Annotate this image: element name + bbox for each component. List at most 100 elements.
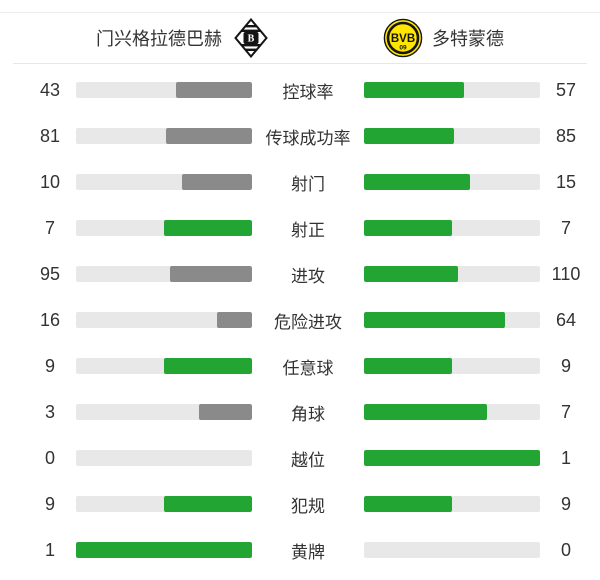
away-bar	[364, 358, 540, 374]
home-team-header: 门兴格拉德巴赫 B	[96, 18, 271, 58]
home-value: 1	[44, 539, 55, 560]
home-value: 16	[39, 309, 61, 330]
home-value: 9	[44, 355, 55, 376]
away-bar-fill	[364, 266, 459, 282]
away-bar-fill	[364, 82, 465, 98]
away-bar	[364, 404, 540, 420]
away-bar	[364, 312, 540, 328]
away-value: 85	[555, 125, 577, 146]
away-value: 64	[555, 309, 577, 330]
home-bar-fill	[199, 404, 252, 420]
away-bar-fill	[364, 174, 470, 190]
home-value: 7	[44, 217, 55, 238]
home-bar-fill	[181, 174, 252, 190]
away-value: 7	[560, 217, 571, 238]
home-bar	[76, 542, 252, 558]
away-bar	[364, 542, 540, 558]
home-bar	[76, 174, 252, 190]
home-bar-fill	[176, 82, 252, 98]
stat-row: 7 射正 7	[0, 205, 600, 251]
away-value: 9	[560, 493, 571, 514]
home-value: 95	[39, 263, 61, 284]
home-bar	[76, 266, 252, 282]
home-bar-fill	[166, 128, 252, 144]
stat-label: 进攻	[291, 266, 325, 286]
home-value: 43	[39, 79, 61, 100]
home-value: 3	[44, 401, 55, 422]
away-team-name: 多特蒙德	[432, 29, 504, 49]
home-value: 0	[44, 447, 55, 468]
home-bar	[76, 220, 252, 236]
home-team-name: 门兴格拉德巴赫	[96, 29, 222, 49]
home-bar-fill	[216, 312, 252, 328]
stat-row: 9 任意球 9	[0, 343, 600, 389]
bvb-logo-icon: BVB 09	[383, 18, 423, 58]
away-value: 57	[555, 79, 577, 100]
stat-row: 3 角球 7	[0, 389, 600, 435]
bvb-logo-text: BVB	[391, 33, 415, 45]
stat-row: 43 控球率 57	[0, 67, 600, 113]
stat-label: 任意球	[282, 358, 334, 378]
away-bar	[364, 266, 540, 282]
away-value: 15	[555, 171, 577, 192]
gladbach-badge-icon: B	[234, 18, 268, 58]
away-team-header: BVB 09 多特蒙德	[383, 18, 504, 58]
stat-row: 1 黄牌 0	[0, 527, 600, 573]
home-bar-fill	[76, 542, 252, 558]
home-bar	[76, 496, 252, 512]
stat-label: 射正	[291, 220, 325, 240]
stat-label: 射门	[291, 174, 325, 194]
stat-row: 95 进攻 110	[0, 251, 600, 297]
stat-row: 10 射门 15	[0, 159, 600, 205]
home-bar	[76, 82, 252, 98]
home-bar	[76, 312, 252, 328]
away-bar-fill	[364, 358, 452, 374]
stat-label: 越位	[291, 450, 325, 470]
home-value: 81	[39, 125, 61, 146]
home-bar	[76, 404, 252, 420]
home-bar	[76, 128, 252, 144]
gladbach-badge-letter: B	[248, 34, 255, 45]
home-bar-fill	[164, 496, 252, 512]
away-bar	[364, 220, 540, 236]
away-value: 9	[560, 355, 571, 376]
stat-label: 传球成功率	[265, 128, 351, 148]
away-bar-fill	[364, 128, 455, 144]
away-bar-fill	[364, 220, 452, 236]
home-bar-fill	[170, 266, 252, 282]
away-bar-fill	[364, 404, 488, 420]
home-value: 9	[44, 493, 55, 514]
away-bar-fill	[364, 496, 452, 512]
stat-row: 0 越位 1	[0, 435, 600, 481]
stat-label: 控球率	[282, 82, 334, 102]
home-bar-fill	[164, 358, 252, 374]
stat-row: 9 犯规 9	[0, 481, 600, 527]
home-bar-fill	[164, 220, 252, 236]
stat-row: 16 危险进攻 64	[0, 297, 600, 343]
stat-label: 犯规	[291, 496, 325, 516]
header-divider	[13, 63, 587, 64]
away-value: 0	[560, 539, 571, 560]
stat-label: 黄牌	[291, 542, 325, 562]
away-bar-fill	[364, 312, 505, 328]
away-bar	[364, 450, 540, 466]
top-divider	[0, 12, 600, 13]
away-bar	[364, 174, 540, 190]
away-bar-fill	[364, 450, 540, 466]
away-bar	[364, 82, 540, 98]
stat-label: 危险进攻	[274, 312, 342, 332]
home-bar	[76, 450, 252, 466]
away-value: 110	[551, 263, 581, 284]
teams-header: 门兴格拉德巴赫 B BVB 09	[0, 13, 600, 63]
stat-label: 角球	[291, 404, 325, 424]
stat-row: 81 传球成功率 85	[0, 113, 600, 159]
away-value: 1	[560, 447, 571, 468]
home-bar	[76, 358, 252, 374]
match-stats-panel: 门兴格拉德巴赫 B BVB 09	[0, 12, 600, 573]
stats-list: 43 控球率 57 81 传球成功率 85 10 射门 15 7	[0, 64, 600, 573]
bvb-logo-sub: 09	[399, 45, 407, 52]
away-bar	[364, 496, 540, 512]
home-value: 10	[39, 171, 61, 192]
away-bar	[364, 128, 540, 144]
away-value: 7	[560, 401, 571, 422]
